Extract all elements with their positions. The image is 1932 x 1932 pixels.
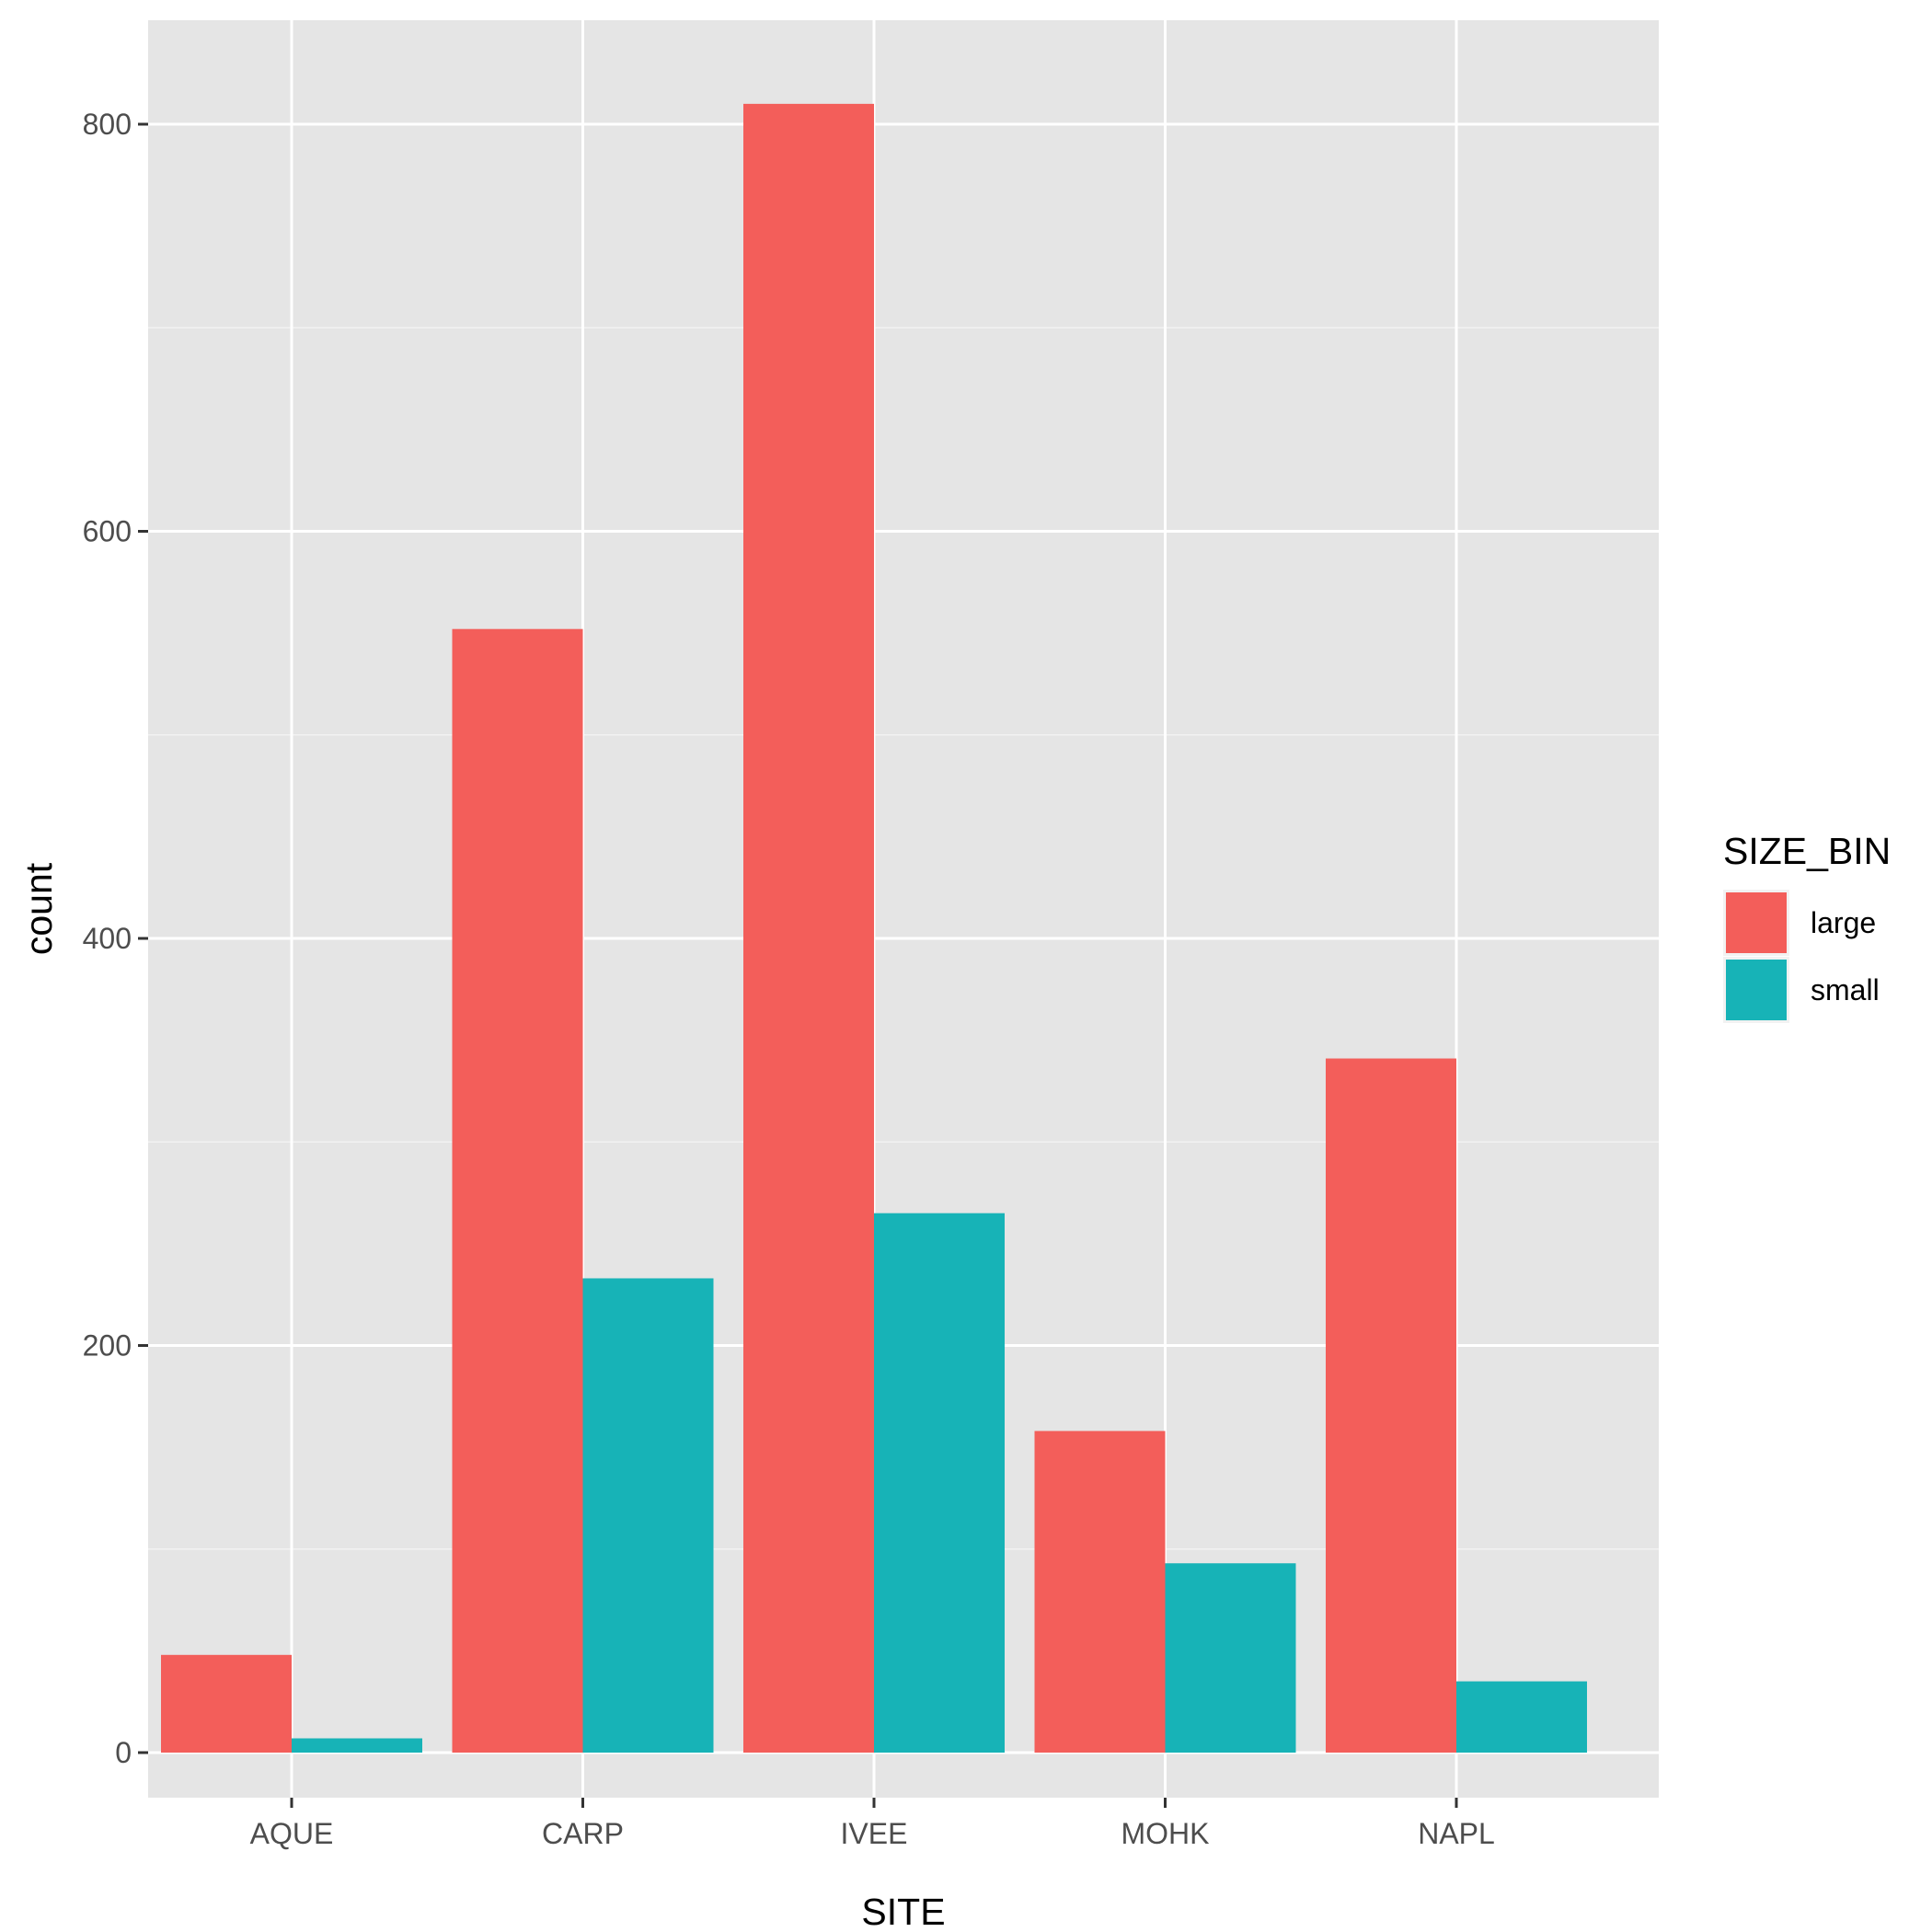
legend-swatch-large — [1726, 892, 1787, 953]
y-axis: 0 200 400 600 800 — [83, 108, 148, 1769]
bar-small-aque — [292, 1738, 422, 1753]
legend-label-small: small — [1811, 973, 1880, 1006]
bar-large-mohk — [1034, 1431, 1166, 1753]
x-axis: AQUE CARP IVEE MOHK NAPL — [250, 1798, 1495, 1850]
y-tick-label: 600 — [83, 515, 132, 548]
y-tick-label: 400 — [83, 922, 132, 955]
x-tick-label: IVEE — [841, 1817, 908, 1850]
legend-label-large: large — [1811, 906, 1876, 939]
x-axis-title: SITE — [861, 1891, 945, 1932]
y-axis-title: count — [17, 862, 60, 955]
y-tick-label: 200 — [83, 1329, 132, 1363]
bar-small-ivee — [874, 1213, 1005, 1753]
bar-small-napl — [1456, 1681, 1587, 1753]
bar-large-aque — [161, 1654, 292, 1753]
legend: SIZE_BIN large small — [1723, 830, 1891, 1023]
y-tick-label: 0 — [115, 1736, 132, 1769]
bar-large-napl — [1326, 1058, 1456, 1753]
x-tick-label: MOHK — [1121, 1817, 1210, 1850]
bar-large-ivee — [743, 103, 874, 1753]
legend-swatch-small — [1726, 960, 1787, 1020]
y-tick-label: 800 — [83, 108, 132, 141]
bar-large-carp — [452, 628, 583, 1754]
x-tick-label: CARP — [542, 1817, 624, 1850]
bars — [161, 103, 1587, 1754]
legend-title: SIZE_BIN — [1723, 830, 1891, 872]
x-tick-label: NAPL — [1418, 1817, 1495, 1850]
bar-small-mohk — [1165, 1563, 1296, 1753]
bar-small-carp — [582, 1278, 714, 1753]
x-tick-label: AQUE — [250, 1817, 334, 1850]
